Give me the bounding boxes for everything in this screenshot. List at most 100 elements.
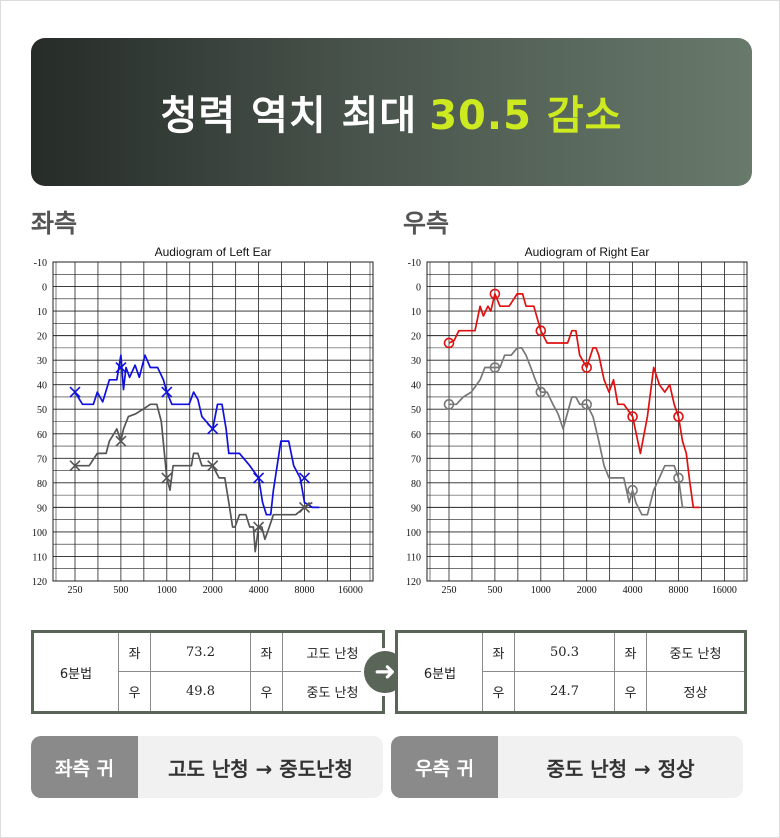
- x-tick-label: 4000: [249, 585, 269, 596]
- y-tick-label: 80: [411, 479, 421, 490]
- before-table-head: 6분법: [34, 633, 119, 711]
- x-marker: [69, 386, 81, 398]
- right-audiogram: Audiogram of Right Ear -10 0 10 20 30 40 50 60 70…: [394, 240, 754, 600]
- right-audiogram-svg: Audiogram of Right Ear -10 0 10 20 30 40 50 60 70…: [406, 245, 748, 596]
- x-tick-label: 16000: [338, 585, 363, 596]
- before-row-left: 좌 73.2 좌 고도 난청: [119, 633, 382, 672]
- x-tick-label: 1000: [531, 585, 551, 596]
- y-tick-label: 90: [37, 503, 47, 514]
- hearing-grade: 고도 난청: [306, 646, 359, 662]
- y-tick-label: 70: [37, 454, 47, 465]
- x-tick-label: 2000: [577, 585, 597, 596]
- right-ear-summary: 우측 귀 중도 난청 → 정상: [391, 736, 743, 798]
- after-table-head: 6분법: [398, 633, 483, 711]
- x-marker-stroke: [69, 386, 81, 398]
- x-marker-stroke: [298, 501, 311, 513]
- x-marker-stroke: [161, 472, 173, 484]
- x-tick-label: 2000: [203, 585, 223, 596]
- o-marker: [489, 288, 501, 300]
- o-marker: [535, 386, 547, 398]
- left-audiogram: Audiogram of Left Ear -10 0 10 20 30 40 50 60 70 8…: [20, 240, 380, 600]
- threshold-value: 73.2: [151, 633, 251, 671]
- x-tick-label: 4000: [623, 585, 643, 596]
- y-tick-label: 10: [37, 307, 47, 318]
- hearing-grade: 중도 난청: [306, 686, 359, 701]
- x-marker: [207, 460, 219, 472]
- o-marker: [627, 411, 638, 422]
- o-marker: [581, 399, 592, 410]
- x-tick-label: 500: [487, 585, 502, 596]
- threshold-value: 50.3: [515, 633, 615, 671]
- x-marker-stroke: [115, 435, 127, 447]
- x-marker-stroke: [253, 472, 265, 484]
- y-tick-label: 40: [411, 381, 421, 392]
- x-marker-stroke: [207, 460, 219, 472]
- side-label: 우: [251, 672, 283, 711]
- y-tick-label: 10: [411, 307, 421, 318]
- y-tick-label: -10: [34, 258, 47, 269]
- x-marker-stroke: [161, 386, 173, 398]
- y-tick-label: 30: [37, 356, 47, 367]
- o-marker: [627, 484, 638, 496]
- y-tick-label: 20: [37, 332, 47, 343]
- x-marker: [253, 472, 265, 484]
- y-tick-label: 30: [411, 356, 421, 367]
- y-tick-label: 40: [37, 381, 47, 392]
- summary-text: 중도 난청 → 정상: [546, 756, 695, 781]
- y-tick-label: 20: [411, 332, 421, 343]
- headline-highlight: 30.5 감소: [429, 93, 623, 139]
- y-tick-label: 110: [406, 552, 421, 563]
- threshold-value: 49.8: [151, 672, 251, 711]
- summary-tag: 좌측 귀: [31, 736, 138, 798]
- before-table: 6분법 좌 73.2 좌 고도 난청 우 49.8 우 중도 난청: [31, 630, 385, 714]
- headline: 청력 역치 최대 30.5 감소: [161, 83, 623, 141]
- series-line: [75, 403, 313, 553]
- y-tick-label: 50: [37, 405, 47, 416]
- hearing-grade: 중도 난청: [669, 646, 722, 662]
- y-tick-label: 80: [37, 479, 47, 490]
- side-label: 우: [483, 672, 515, 711]
- x-marker: [161, 472, 173, 484]
- side-label: 우: [615, 672, 647, 711]
- summary-text: 고도 난청 → 중도난청: [168, 756, 353, 781]
- x-marker: [298, 472, 311, 484]
- x-tick-label: 8000: [295, 585, 315, 596]
- o-marker: [581, 362, 592, 373]
- headline-text: 청력 역치 최대: [160, 93, 418, 139]
- o-marker: [489, 362, 501, 373]
- x-marker: [161, 386, 173, 398]
- y-tick-label: 0: [42, 283, 47, 294]
- summary-tag: 우측 귀: [391, 736, 498, 798]
- side-label: 우: [119, 672, 151, 711]
- y-tick-label: 0: [416, 283, 421, 294]
- x-marker-stroke: [207, 423, 219, 435]
- after-row-left: 좌 50.3 좌 중도 난청: [483, 633, 744, 672]
- o-marker: [535, 325, 547, 337]
- x-tick-label: 8000: [669, 585, 689, 596]
- before-row-right: 우 49.8 우 중도 난청: [119, 672, 382, 711]
- left-ear-label: 좌측: [31, 209, 78, 238]
- y-tick-label: 110: [32, 552, 47, 563]
- y-tick-label: 120: [406, 577, 421, 588]
- series-line: [449, 347, 687, 516]
- o-marker: [673, 411, 684, 422]
- left-audiogram-svg: Audiogram of Left Ear -10 0 10 20 30 40 50 60 70 8…: [32, 245, 374, 596]
- y-tick-label: 90: [411, 503, 421, 514]
- x-marker: [253, 521, 265, 533]
- x-tick-label: 16000: [712, 585, 737, 596]
- side-label: 좌: [615, 633, 647, 671]
- x-marker-stroke: [253, 521, 265, 533]
- x-tick-label: 500: [113, 585, 128, 596]
- left-ear-summary: 좌측 귀 고도 난청 → 중도난청: [31, 736, 383, 798]
- x-tick-label: 250: [442, 585, 457, 596]
- x-marker-stroke: [69, 460, 81, 472]
- y-tick-label: 60: [411, 430, 421, 441]
- chart-title: Audiogram of Left Ear: [155, 245, 272, 259]
- after-row-right: 우 24.7 우 정상: [483, 672, 744, 711]
- y-tick-label: 100: [32, 528, 47, 539]
- right-ear-label: 우측: [403, 209, 450, 238]
- chart-title: Audiogram of Right Ear: [525, 245, 650, 259]
- y-tick-label: -10: [408, 258, 421, 269]
- x-marker: [207, 423, 219, 435]
- x-tick-label: 250: [68, 585, 83, 596]
